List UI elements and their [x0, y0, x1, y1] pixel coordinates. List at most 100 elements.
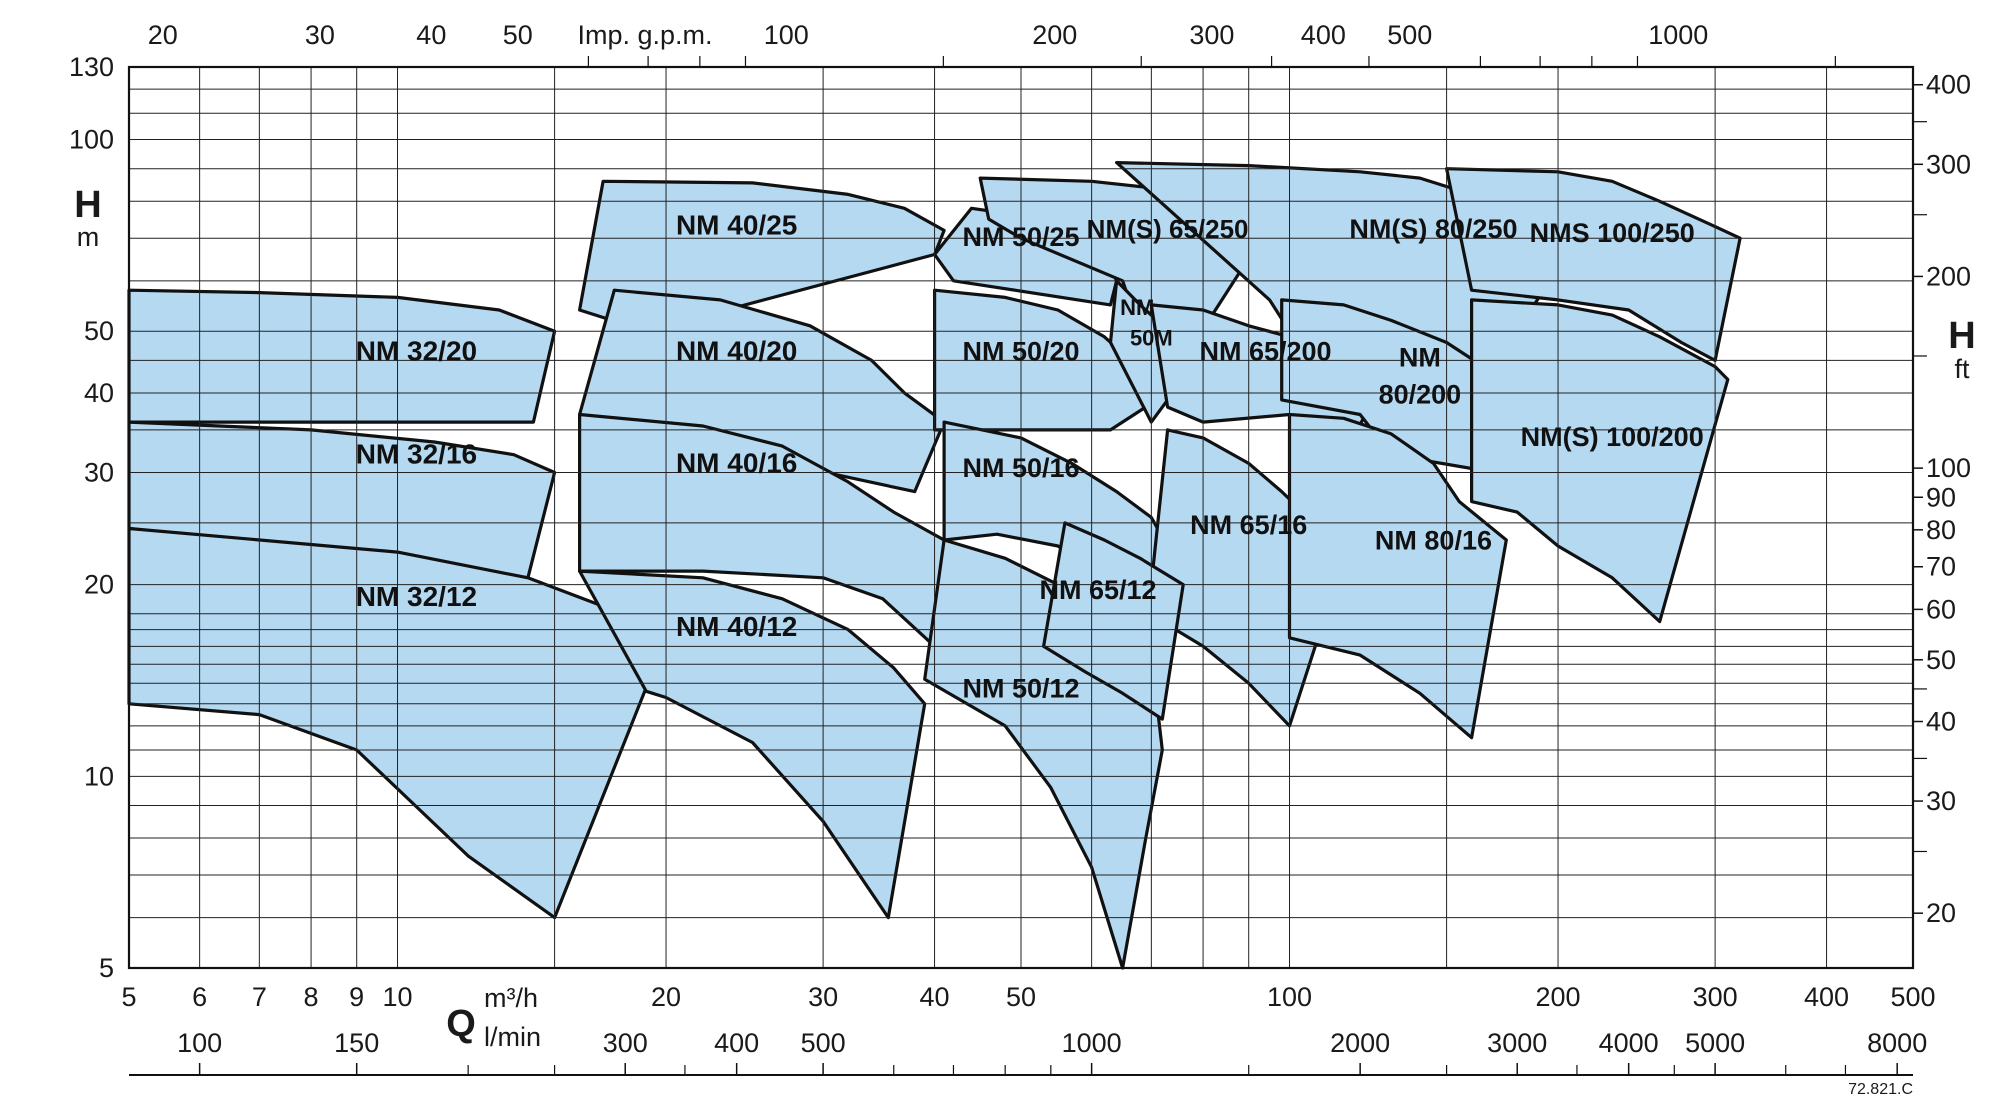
x-tick-label: 7 [252, 982, 267, 1012]
pump-region [1470, 298, 1730, 624]
region-label: NM(S) 80/250 [1349, 214, 1517, 244]
region-label: NM 65/200 [1200, 336, 1332, 366]
chart-reference: 72.821.C [1848, 1081, 1913, 1098]
y-left-tick-label: 20 [84, 570, 114, 600]
region-label: NM(S) 65/250 [1087, 214, 1249, 244]
region-label: NM 40/25 [676, 209, 797, 240]
region-label: 80/200 [1379, 380, 1462, 410]
y-right-axis-label: H [1948, 315, 1975, 357]
y-left-tick-label: 130 [69, 52, 114, 82]
x-tick-label: 50 [1006, 982, 1036, 1012]
pump-regions [127, 161, 1742, 970]
y-right-tick-label: 400 [1926, 70, 1971, 100]
y-right-tick-label: 50 [1926, 645, 1956, 675]
pump-region [127, 288, 557, 424]
gpm-tick-label: 500 [1387, 20, 1432, 50]
region-label: NM 50/16 [962, 453, 1079, 483]
pump-region [1042, 521, 1185, 721]
region-label: NM 40/20 [676, 335, 797, 366]
gpm-tick-label: 100 [764, 20, 809, 50]
x-tick-label: 200 [1536, 982, 1581, 1012]
x-tick-label: 10 [382, 982, 412, 1012]
y-left-tick-label: 10 [84, 761, 114, 791]
gpm-tick-label: 40 [416, 20, 446, 50]
region-label: NM 40/12 [676, 611, 797, 642]
lmin-tick-label: 400 [714, 1028, 759, 1058]
y-right-tick-label: 30 [1926, 786, 1956, 816]
y-left-tick-label: 5 [99, 953, 114, 983]
region-label: NM 32/16 [356, 438, 477, 469]
x-tick-label: 6 [192, 982, 207, 1012]
x-axis-label: Q [446, 1003, 476, 1045]
y-left-axis-unit: m [77, 222, 100, 252]
lmin-tick-label: 150 [334, 1028, 379, 1058]
region-label: NM 32/20 [356, 335, 477, 366]
pump-region [1287, 412, 1508, 740]
y-right-tick-label: 20 [1926, 898, 1956, 928]
x-tick-label: 5 [121, 982, 136, 1012]
lmin-tick-label: 5000 [1685, 1028, 1745, 1058]
lmin-tick-label: 500 [801, 1028, 846, 1058]
lmin-tick-label: 4000 [1599, 1028, 1659, 1058]
x-axis-unit-m3h: m³/h [484, 983, 538, 1013]
x-tick-label: 30 [808, 982, 838, 1012]
region-label: 50M [1130, 325, 1173, 350]
region-label: NM 50/12 [962, 673, 1079, 703]
x-tick-label: 100 [1267, 982, 1312, 1012]
region-label: NM 65/12 [1040, 575, 1157, 605]
region-label: NM [1120, 295, 1154, 320]
lmin-tick-label: 2000 [1330, 1028, 1390, 1058]
gpm-tick-label: 200 [1032, 20, 1077, 50]
chart-grid [127, 65, 1915, 970]
region-label: NM(S) 100/200 [1521, 422, 1704, 452]
region-labels: NM 32/20 NM 32/16 NM 32/12 NM 40/25 NM 40/20… [356, 209, 1704, 703]
region-label: NM [1399, 343, 1441, 373]
pump-region [1445, 167, 1742, 362]
y-right-axis-unit: ft [1954, 354, 1970, 384]
gpm-tick-label: 400 [1301, 20, 1346, 50]
x-tick-label: 400 [1804, 982, 1849, 1012]
y-left-axis-label: H [74, 184, 101, 226]
y-right-tick-label: 90 [1926, 482, 1956, 512]
y-right-tick-label: 80 [1926, 515, 1956, 545]
x-tick-label: 9 [349, 982, 364, 1012]
gpm-tick-label: 20 [148, 20, 178, 50]
y-right-tick-label: 60 [1926, 594, 1956, 624]
y-left-tick-label: 50 [84, 316, 114, 346]
region-label: NM 32/12 [356, 581, 477, 612]
x-axis-unit-gpm: Imp. g.p.m. [577, 20, 712, 50]
region-label: NM 80/16 [1375, 526, 1492, 556]
region-label: NMS 100/250 [1530, 218, 1695, 248]
x-tick-label: 500 [1890, 982, 1935, 1012]
lmin-tick-label: 3000 [1487, 1028, 1547, 1058]
plot-frame [127, 65, 1915, 970]
region-label: NM 50/25 [962, 222, 1079, 252]
lmin-tick-label: 8000 [1867, 1028, 1927, 1058]
y-right-tick-label: 40 [1926, 707, 1956, 737]
x-tick-label: 8 [304, 982, 319, 1012]
y-right-tick-label: 100 [1926, 453, 1971, 483]
x-tick-label: 40 [920, 982, 950, 1012]
y-right-tick-label: 70 [1926, 552, 1956, 582]
y-right-tick-label: 300 [1926, 149, 1971, 179]
y-left-tick-label: 100 [69, 125, 114, 155]
y-left-tick-label: 30 [84, 458, 114, 488]
x-tick-label: 20 [651, 982, 681, 1012]
x-axis-unit-lmin: l/min [484, 1022, 541, 1052]
chart-axes: H m H ft Q m³/h l/min Imp. g.p.m. 72.821… [69, 20, 1976, 1098]
gpm-tick-label: 30 [305, 20, 335, 50]
lmin-tick-label: 100 [177, 1028, 222, 1058]
gpm-tick-label: 1000 [1648, 20, 1708, 50]
region-label: NM 65/16 [1190, 510, 1307, 540]
gpm-tick-label: 300 [1189, 20, 1234, 50]
region-label: NM 50/20 [962, 336, 1079, 366]
gpm-tick-label: 50 [503, 20, 533, 50]
y-right-tick-label: 200 [1926, 261, 1971, 291]
region-label: NM 40/16 [676, 448, 797, 479]
lmin-tick-label: 300 [603, 1028, 648, 1058]
lmin-tick-label: 1000 [1062, 1028, 1122, 1058]
y-left-tick-label: 40 [84, 378, 114, 408]
pump-region [578, 179, 946, 333]
x-tick-label: 300 [1693, 982, 1738, 1012]
